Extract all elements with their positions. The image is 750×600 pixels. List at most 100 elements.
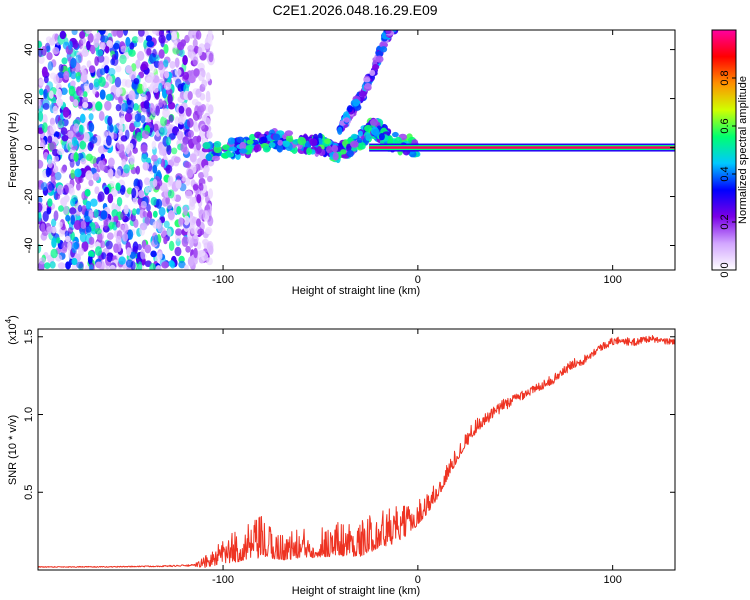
noise-blob [208,52,214,63]
noise-blob [47,61,54,71]
noise-blob [92,87,97,95]
noise-blob [158,82,163,92]
noise-blob [71,242,77,254]
noise-blob [163,220,170,229]
colorbar-tick-label: 0.2 [719,214,731,229]
lower-branch-blob [350,140,359,148]
lower-branch-blob [324,138,331,145]
noise-blob [160,116,167,127]
noise-blob [69,188,75,196]
noise-blob [90,198,98,207]
noise-blob [82,132,90,143]
colorbar-tick-label: 0.6 [719,118,731,133]
lower-branch-blob [213,145,222,154]
noise-blob [122,30,129,36]
noise-blob [57,262,66,270]
noise-blob [85,153,93,162]
noise-blob [104,45,110,54]
noise-blob [188,202,196,211]
noise-blob [105,240,113,250]
lower-branch-blob [359,142,366,150]
noise-blob [196,135,202,143]
noise-blob [70,80,76,88]
upper-branch-blob [364,83,372,90]
spectrogram-x-label: Height of straight line (km) [292,285,420,297]
colorbar-tick-label: 0.0 [719,262,731,277]
noise-blob [142,161,150,171]
snr-plot-area [38,329,675,570]
noise-blob [88,250,94,257]
noise-blob [38,88,44,96]
lower-branch-blob [340,149,347,155]
noise-blob [54,171,62,181]
noise-blob [197,105,204,117]
noise-blob [107,193,114,204]
lower-branch-blob [227,152,235,158]
noise-blob [171,147,178,155]
noise-blob [162,108,169,119]
noise-blob [97,145,106,154]
noise-blob [185,107,192,117]
noise-blob [176,206,182,215]
noise-blob [38,213,42,222]
colorbar-ticks: 0.0 0.2 0.4 0.6 0.8 [719,70,736,278]
upper-branch-blob [358,90,367,97]
noise-blob [137,243,142,251]
noise-blob [129,122,136,133]
spectrogram-y-tick-label: -20 [23,189,35,205]
noise-blob [60,197,68,207]
noise-blob [195,88,202,98]
noise-blob [38,243,42,254]
noise-blob [199,121,206,130]
noise-blob [169,60,176,69]
noise-blob [63,184,69,195]
upper-branch-blob [380,46,388,53]
noise-blob [136,131,143,142]
noise-blob [165,123,173,131]
noise-blob [206,240,214,252]
noise-blob [42,114,48,125]
noise-blob [127,229,134,240]
spectrogram-y-label: Frequency (Hz) [7,112,19,188]
noise-blob [60,127,68,136]
lower-branch-blob [262,145,271,153]
noise-blob [140,144,148,154]
noise-blob [116,121,124,130]
spectrogram-y-ticks: -40 -20 0 20 40 [23,43,675,253]
lower-branch-blob [227,137,235,145]
noise-blob [132,208,137,216]
noise-blob [39,139,46,150]
noise-blob [207,104,214,115]
noise-blob [155,218,162,230]
spectrogram-y-tick-label: 40 [23,43,35,55]
noise-blob [153,123,159,133]
noise-blob [206,209,212,216]
noise-blob [194,124,200,132]
noise-blob [133,120,141,128]
noise-blob [43,75,49,84]
noise-blob [51,226,57,234]
lower-branch-blob [378,132,385,141]
noise-blob [175,173,183,181]
lower-branch-blob [253,144,262,152]
snr-x-tick-label: -100 [212,574,234,586]
snr-y-tick-label: 1.0 [23,407,35,422]
noise-blob [141,94,148,102]
noise-blob [167,93,173,105]
noise-blob [153,234,159,246]
noise-blob [172,47,180,55]
upper-branch-blob [392,20,397,28]
noise-blob [94,186,100,195]
noise-blob [71,194,78,202]
noise-blob [69,206,77,215]
noise-blob [114,168,122,179]
noise-blob [178,260,186,269]
noise-blob [204,42,211,50]
noise-blob [163,82,172,91]
spectrogram-panel: -100 0 100 -40 -20 0 20 40 Height of straight … [7,20,676,297]
noise-blob [82,101,89,109]
noise-blob [114,76,122,88]
noise-blob [158,143,165,154]
noise-blob [100,210,108,220]
noise-blob [59,30,67,40]
